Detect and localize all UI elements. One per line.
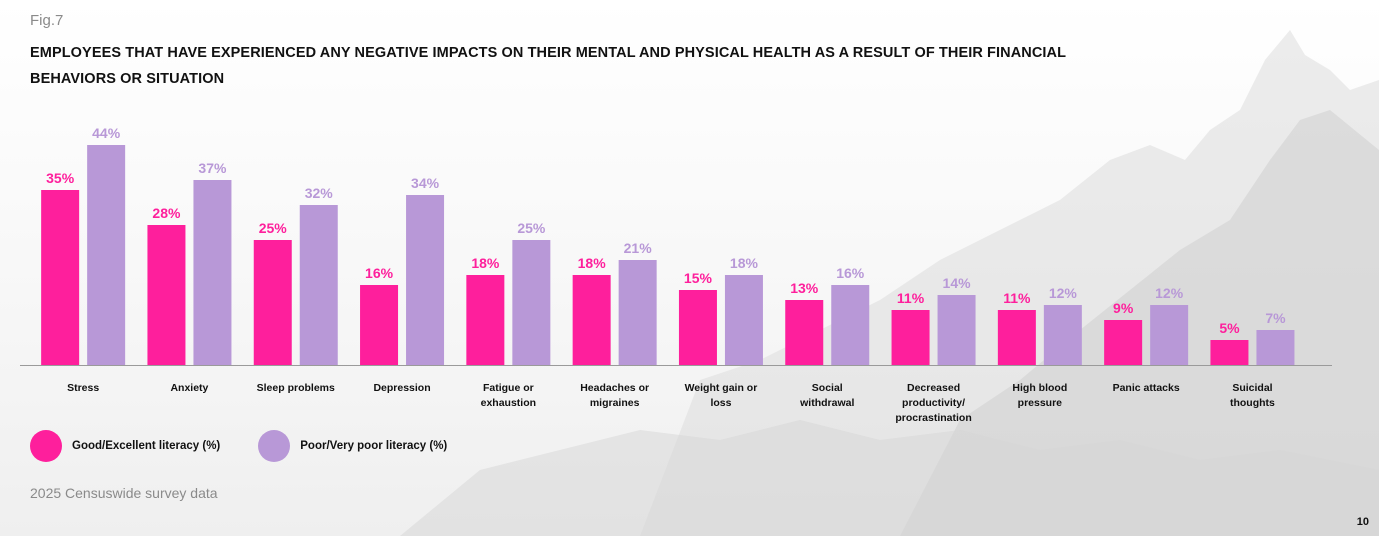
data-label-good-6: 15% bbox=[684, 270, 713, 286]
chart-legend: Good/Excellent literacy (%) Poor/Very po… bbox=[30, 430, 485, 462]
bar-good-7 bbox=[785, 300, 824, 365]
bar-poor-8 bbox=[937, 295, 976, 365]
figure-label: Fig.7 bbox=[30, 12, 64, 29]
source-note: 2025 Censuswide survey data bbox=[30, 485, 218, 501]
data-label-poor-1: 37% bbox=[198, 160, 227, 176]
data-label-poor-6: 18% bbox=[730, 255, 759, 271]
data-label-good-3: 16% bbox=[365, 265, 394, 281]
data-label-good-2: 25% bbox=[259, 220, 288, 236]
page-number: 10 bbox=[1356, 516, 1369, 528]
data-label-good-4: 18% bbox=[471, 255, 500, 271]
data-label-poor-4: 25% bbox=[517, 220, 546, 236]
bar-poor-10 bbox=[1150, 305, 1189, 365]
category-label-3: Depression bbox=[373, 382, 430, 394]
legend-item-good: Good/Excellent literacy (%) bbox=[30, 430, 220, 462]
legend-swatch-good bbox=[30, 430, 62, 462]
bar-poor-2 bbox=[299, 205, 338, 365]
data-label-good-7: 13% bbox=[790, 280, 819, 296]
chart-title: EMPLOYEES THAT HAVE EXPERIENCED ANY NEGA… bbox=[30, 40, 1160, 92]
bar-poor-1 bbox=[193, 180, 232, 365]
data-label-poor-7: 16% bbox=[836, 265, 865, 281]
data-label-poor-0: 44% bbox=[92, 125, 121, 141]
category-label-10: Panic attacks bbox=[1113, 382, 1180, 394]
bar-poor-0 bbox=[87, 145, 126, 365]
data-label-poor-8: 14% bbox=[943, 275, 972, 291]
category-label-5: Headaches or migraines bbox=[580, 382, 649, 409]
category-label-1: Anxiety bbox=[170, 382, 208, 394]
bar-poor-9 bbox=[1043, 305, 1082, 365]
bar-good-8 bbox=[891, 310, 930, 365]
category-label-6: Weight gain or loss bbox=[685, 382, 758, 409]
bar-good-10 bbox=[1104, 320, 1143, 365]
data-label-good-11: 5% bbox=[1219, 320, 1240, 336]
data-label-poor-2: 32% bbox=[305, 185, 334, 201]
category-label-4: Fatigue or exhaustion bbox=[481, 382, 536, 409]
chart-title-line-2: BEHAVIORS OR SITUATION bbox=[30, 71, 225, 87]
category-label-9: High blood pressure bbox=[1012, 382, 1067, 409]
legend-label-poor: Poor/Very poor literacy (%) bbox=[300, 440, 448, 452]
bar-good-5 bbox=[572, 275, 611, 365]
category-label-0: Stress bbox=[67, 382, 99, 394]
bar-poor-6 bbox=[724, 275, 763, 365]
data-label-good-1: 28% bbox=[152, 205, 181, 221]
category-label-7: Social withdrawal bbox=[799, 382, 854, 409]
data-label-good-8: 11% bbox=[897, 290, 925, 306]
legend-item-poor: Poor/Very poor literacy (%) bbox=[258, 430, 447, 462]
data-label-poor-5: 21% bbox=[624, 240, 653, 256]
data-label-poor-11: 7% bbox=[1265, 310, 1286, 326]
data-label-good-5: 18% bbox=[578, 255, 607, 271]
category-label-2: Sleep problems bbox=[257, 382, 335, 394]
data-label-good-10: 9% bbox=[1113, 300, 1134, 316]
bar-good-2 bbox=[253, 240, 292, 365]
legend-swatch-poor bbox=[258, 430, 291, 462]
bar-good-6 bbox=[678, 290, 717, 365]
bar-poor-5 bbox=[618, 260, 657, 365]
bar-good-9 bbox=[997, 310, 1036, 365]
bar-poor-11 bbox=[1256, 330, 1295, 365]
chart-title-line-1: EMPLOYEES THAT HAVE EXPERIENCED ANY NEGA… bbox=[30, 45, 1067, 61]
category-label-11: Suicidal thoughts bbox=[1230, 382, 1275, 409]
bar-poor-4 bbox=[512, 240, 551, 365]
data-label-good-0: 35% bbox=[46, 170, 75, 186]
bar-good-4 bbox=[466, 275, 505, 365]
bar-good-0 bbox=[41, 190, 80, 365]
bar-good-3 bbox=[360, 285, 399, 365]
data-label-good-9: 11% bbox=[1003, 290, 1031, 306]
bar-good-11 bbox=[1210, 340, 1249, 365]
data-label-poor-10: 12% bbox=[1155, 285, 1184, 301]
bar-poor-3 bbox=[406, 195, 445, 365]
legend-label-good: Good/Excellent literacy (%) bbox=[72, 440, 221, 452]
bar-chart: 35% 44% Stress 28% 37% Anxiety 25% 32% Sleep pro… bbox=[20, 125, 1332, 424]
data-label-poor-9: 12% bbox=[1049, 285, 1078, 301]
data-label-poor-3: 34% bbox=[411, 175, 440, 191]
bar-poor-7 bbox=[831, 285, 870, 365]
category-label-8: Decreased productivity/procrastination bbox=[895, 382, 971, 424]
bar-good-1 bbox=[147, 225, 186, 365]
